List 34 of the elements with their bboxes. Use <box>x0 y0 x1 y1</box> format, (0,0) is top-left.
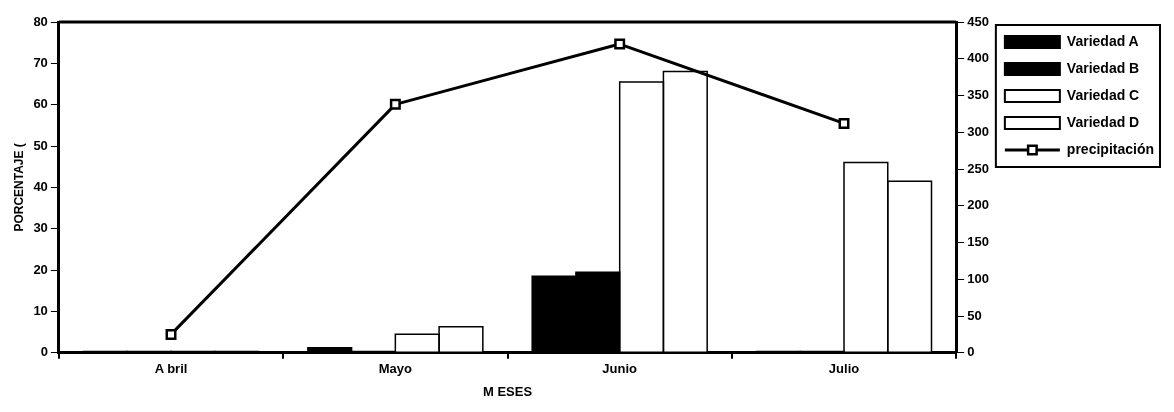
y2-tick-label: 150 <box>967 234 989 250</box>
y2-tick-label: 400 <box>967 50 989 66</box>
x-axis-title: M ESES <box>482 383 533 399</box>
x-tick-label: A bril <box>154 361 188 377</box>
y-tick-label: 60 <box>33 96 48 112</box>
y-tick-label: 0 <box>40 344 48 360</box>
point <box>614 38 626 50</box>
point <box>389 98 401 110</box>
y2-tick-label: 450 <box>967 13 989 29</box>
y-tick-label: 10 <box>33 303 48 319</box>
y-tick-label: 40 <box>33 178 48 194</box>
legend-label: Variedad C <box>1066 86 1140 103</box>
y2-tick-label: 0 <box>967 344 975 360</box>
y2-tick-label: 250 <box>967 160 989 176</box>
legend-label: Variedad D <box>1066 113 1140 130</box>
y-tick-label: 30 <box>33 220 48 236</box>
legend-label: Variedad B <box>1066 59 1140 76</box>
y2-tick-label: 350 <box>967 87 989 103</box>
y-tick-label: 50 <box>33 137 48 153</box>
x-tick-label: Junio <box>602 361 638 377</box>
legend-label: precipitación <box>1066 140 1155 157</box>
y-tick-label: 80 <box>33 13 48 29</box>
y-tick-label: 70 <box>33 54 48 70</box>
y-tick-label: 20 <box>33 261 48 277</box>
y2-tick-label: 300 <box>967 123 989 139</box>
y2-tick-label: 100 <box>967 270 989 286</box>
x-tick-label: Julio <box>828 361 860 377</box>
point <box>165 328 177 340</box>
legend-label: Variedad A <box>1066 32 1139 49</box>
y-axis-title: PORCENTAJE ( <box>11 143 26 232</box>
x-tick-label: Mayo <box>378 361 413 377</box>
point <box>838 117 850 129</box>
y2-tick-label: 200 <box>967 197 989 213</box>
y2-tick-label: 50 <box>967 307 982 323</box>
